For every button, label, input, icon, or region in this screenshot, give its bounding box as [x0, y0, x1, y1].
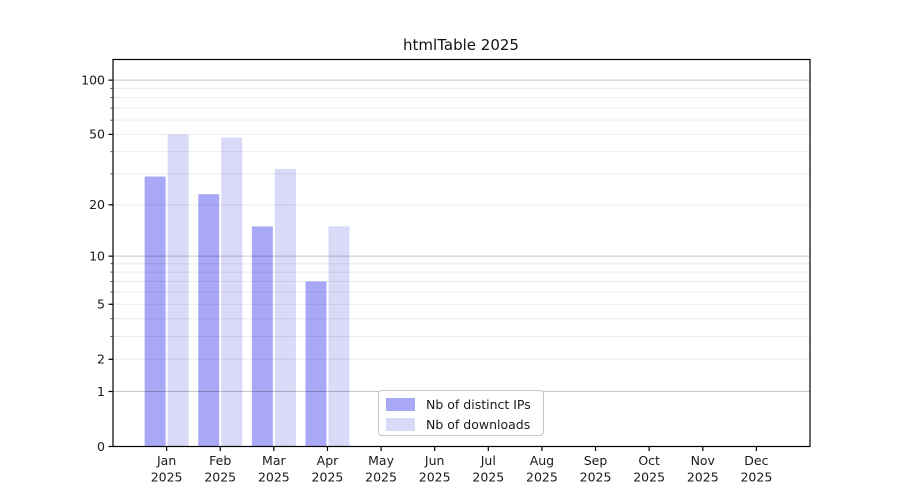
- y-tick-label: 50: [89, 127, 105, 142]
- x-tick-label-month: Apr: [317, 453, 339, 468]
- y-tick-label: 1: [97, 384, 105, 399]
- legend-label-distinct-ips: Nb of distinct IPs: [426, 396, 531, 412]
- x-tick-label-month: Feb: [209, 453, 231, 468]
- bar-nb-of-downloads-mar: [274, 168, 296, 447]
- plot-border: [112, 58, 811, 448]
- chart-title: htmlTable 2025: [403, 36, 519, 54]
- legend-item-downloads: Nb of downloads: [386, 414, 543, 434]
- x-tick-label-year: 2025: [204, 470, 236, 485]
- bar-nb-of-downloads-apr: [328, 226, 350, 447]
- x-tick-label-year: 2025: [151, 470, 183, 485]
- bar-nb-of-distinct-ips-jan: [144, 176, 166, 447]
- x-tick-label-year: 2025: [633, 470, 665, 485]
- y-tick-label: 20: [89, 197, 105, 212]
- x-tick-label-year: 2025: [258, 470, 290, 485]
- x-tick-label-month: May: [368, 453, 394, 468]
- bar-nb-of-distinct-ips-mar: [251, 226, 273, 447]
- x-tick-label-month: Mar: [262, 453, 286, 468]
- y-tick-label: 0: [97, 439, 105, 454]
- y-tick-label: 2: [97, 352, 105, 367]
- legend-item-distinct-ips: Nb of distinct IPs: [386, 394, 543, 414]
- x-tick-label-year: 2025: [419, 470, 451, 485]
- y-tick-label: 5: [97, 297, 105, 312]
- legend-label-downloads: Nb of downloads: [426, 416, 531, 432]
- legend-swatch-distinct-ips: [386, 397, 415, 411]
- legend-swatch-downloads: [386, 417, 415, 431]
- x-tick-label-year: 2025: [365, 470, 397, 485]
- x-tick-label-month: Jun: [424, 453, 445, 468]
- x-tick-label-year: 2025: [740, 470, 772, 485]
- x-tick-label-month: Sep: [584, 453, 608, 468]
- x-tick-label-year: 2025: [526, 470, 558, 485]
- x-tick-label-month: Jul: [480, 453, 496, 468]
- bar-nb-of-downloads-feb: [221, 137, 243, 447]
- x-tick-label-month: Nov: [691, 453, 716, 468]
- bar-nb-of-distinct-ips-apr: [305, 281, 327, 447]
- x-tick-label-month: Oct: [638, 453, 660, 468]
- bar-nb-of-downloads-jan: [167, 134, 189, 447]
- legend: Nb of distinct IPs Nb of downloads: [378, 390, 544, 436]
- x-tick-label-year: 2025: [472, 470, 504, 485]
- x-tick-label-year: 2025: [580, 470, 612, 485]
- x-tick-label-year: 2025: [312, 470, 344, 485]
- bar-nb-of-distinct-ips-feb: [198, 194, 220, 447]
- y-tick-label: 100: [81, 72, 105, 87]
- x-tick-label-year: 2025: [687, 470, 719, 485]
- y-tick-label: 10: [89, 248, 105, 263]
- x-tick-label-month: Dec: [744, 453, 768, 468]
- x-tick-label-month: Aug: [530, 453, 554, 468]
- x-tick-label-month: Jan: [156, 453, 176, 468]
